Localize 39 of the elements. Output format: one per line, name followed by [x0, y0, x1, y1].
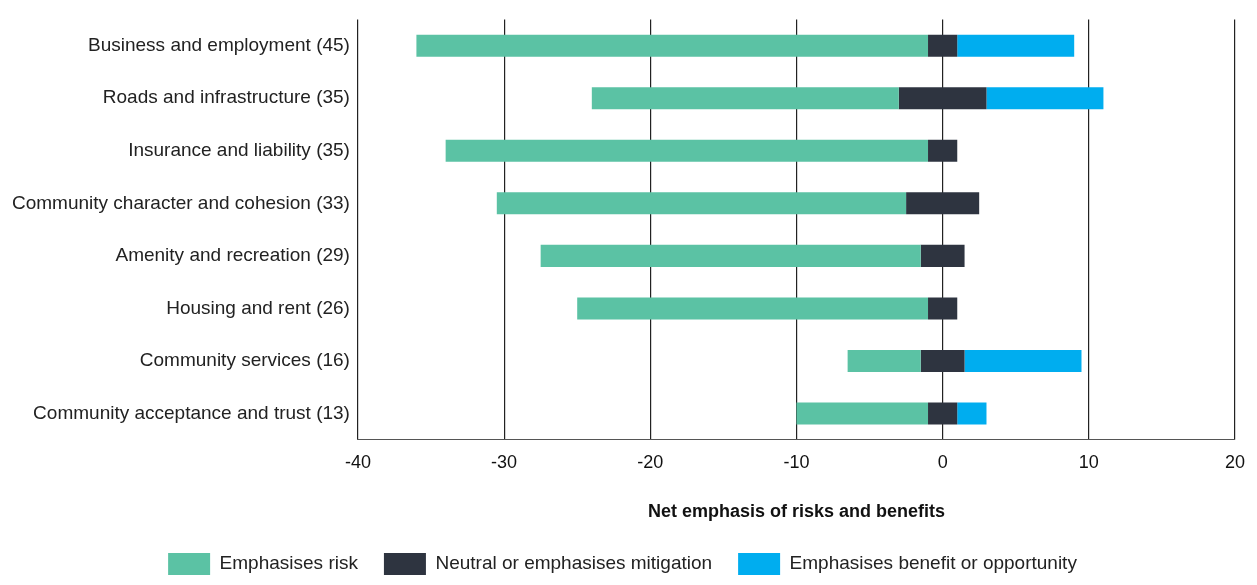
x-tick-label: 0: [937, 451, 948, 472]
y-tick-label: Roads and infrastructure (35): [102, 86, 350, 108]
legend-label: Neutral or emphasises mitigation: [435, 552, 713, 574]
bar: [906, 192, 980, 215]
x-tick-label: 20: [1224, 451, 1245, 472]
x-tick-label: -40: [344, 451, 371, 472]
bar: [928, 402, 958, 425]
bar: [847, 349, 921, 373]
bar: [928, 34, 958, 57]
bar: [928, 297, 958, 320]
x-tick-label: -30: [491, 451, 518, 472]
y-tick-label: Amenity and recreation (29): [115, 244, 350, 266]
bar: [577, 297, 929, 320]
bar: [796, 402, 929, 425]
bar: [920, 349, 965, 373]
legend-label: Emphasises benefit or opportunity: [789, 552, 1078, 574]
bar: [920, 244, 965, 267]
y-tick-label: Community character and cohesion (33): [12, 191, 350, 213]
y-tick-label: Insurance and liability (35): [128, 139, 350, 161]
y-tick-label: Housing and rent (26): [166, 296, 350, 318]
bar: [445, 139, 929, 162]
y-tick-label: Community acceptance and trust (13): [33, 401, 350, 423]
bar: [957, 402, 987, 425]
bar: [957, 34, 1075, 57]
bar: [540, 244, 921, 267]
bar: [986, 87, 1104, 110]
x-axis-title: Net emphasis of risks and benefits: [647, 501, 946, 522]
x-tick-label: 10: [1078, 451, 1099, 472]
x-tick-label: -20: [637, 451, 664, 472]
bar: [591, 87, 899, 110]
bar: [964, 349, 1082, 373]
legend-label: Emphasises risk: [219, 552, 359, 574]
bar: [898, 87, 987, 110]
y-tick-label: Business and employment (45): [88, 33, 350, 55]
bar: [416, 34, 929, 57]
y-tick-label: Community services (16): [139, 349, 350, 371]
x-tick-label: -10: [783, 451, 810, 472]
bar: [928, 139, 958, 162]
bar: [496, 192, 907, 215]
